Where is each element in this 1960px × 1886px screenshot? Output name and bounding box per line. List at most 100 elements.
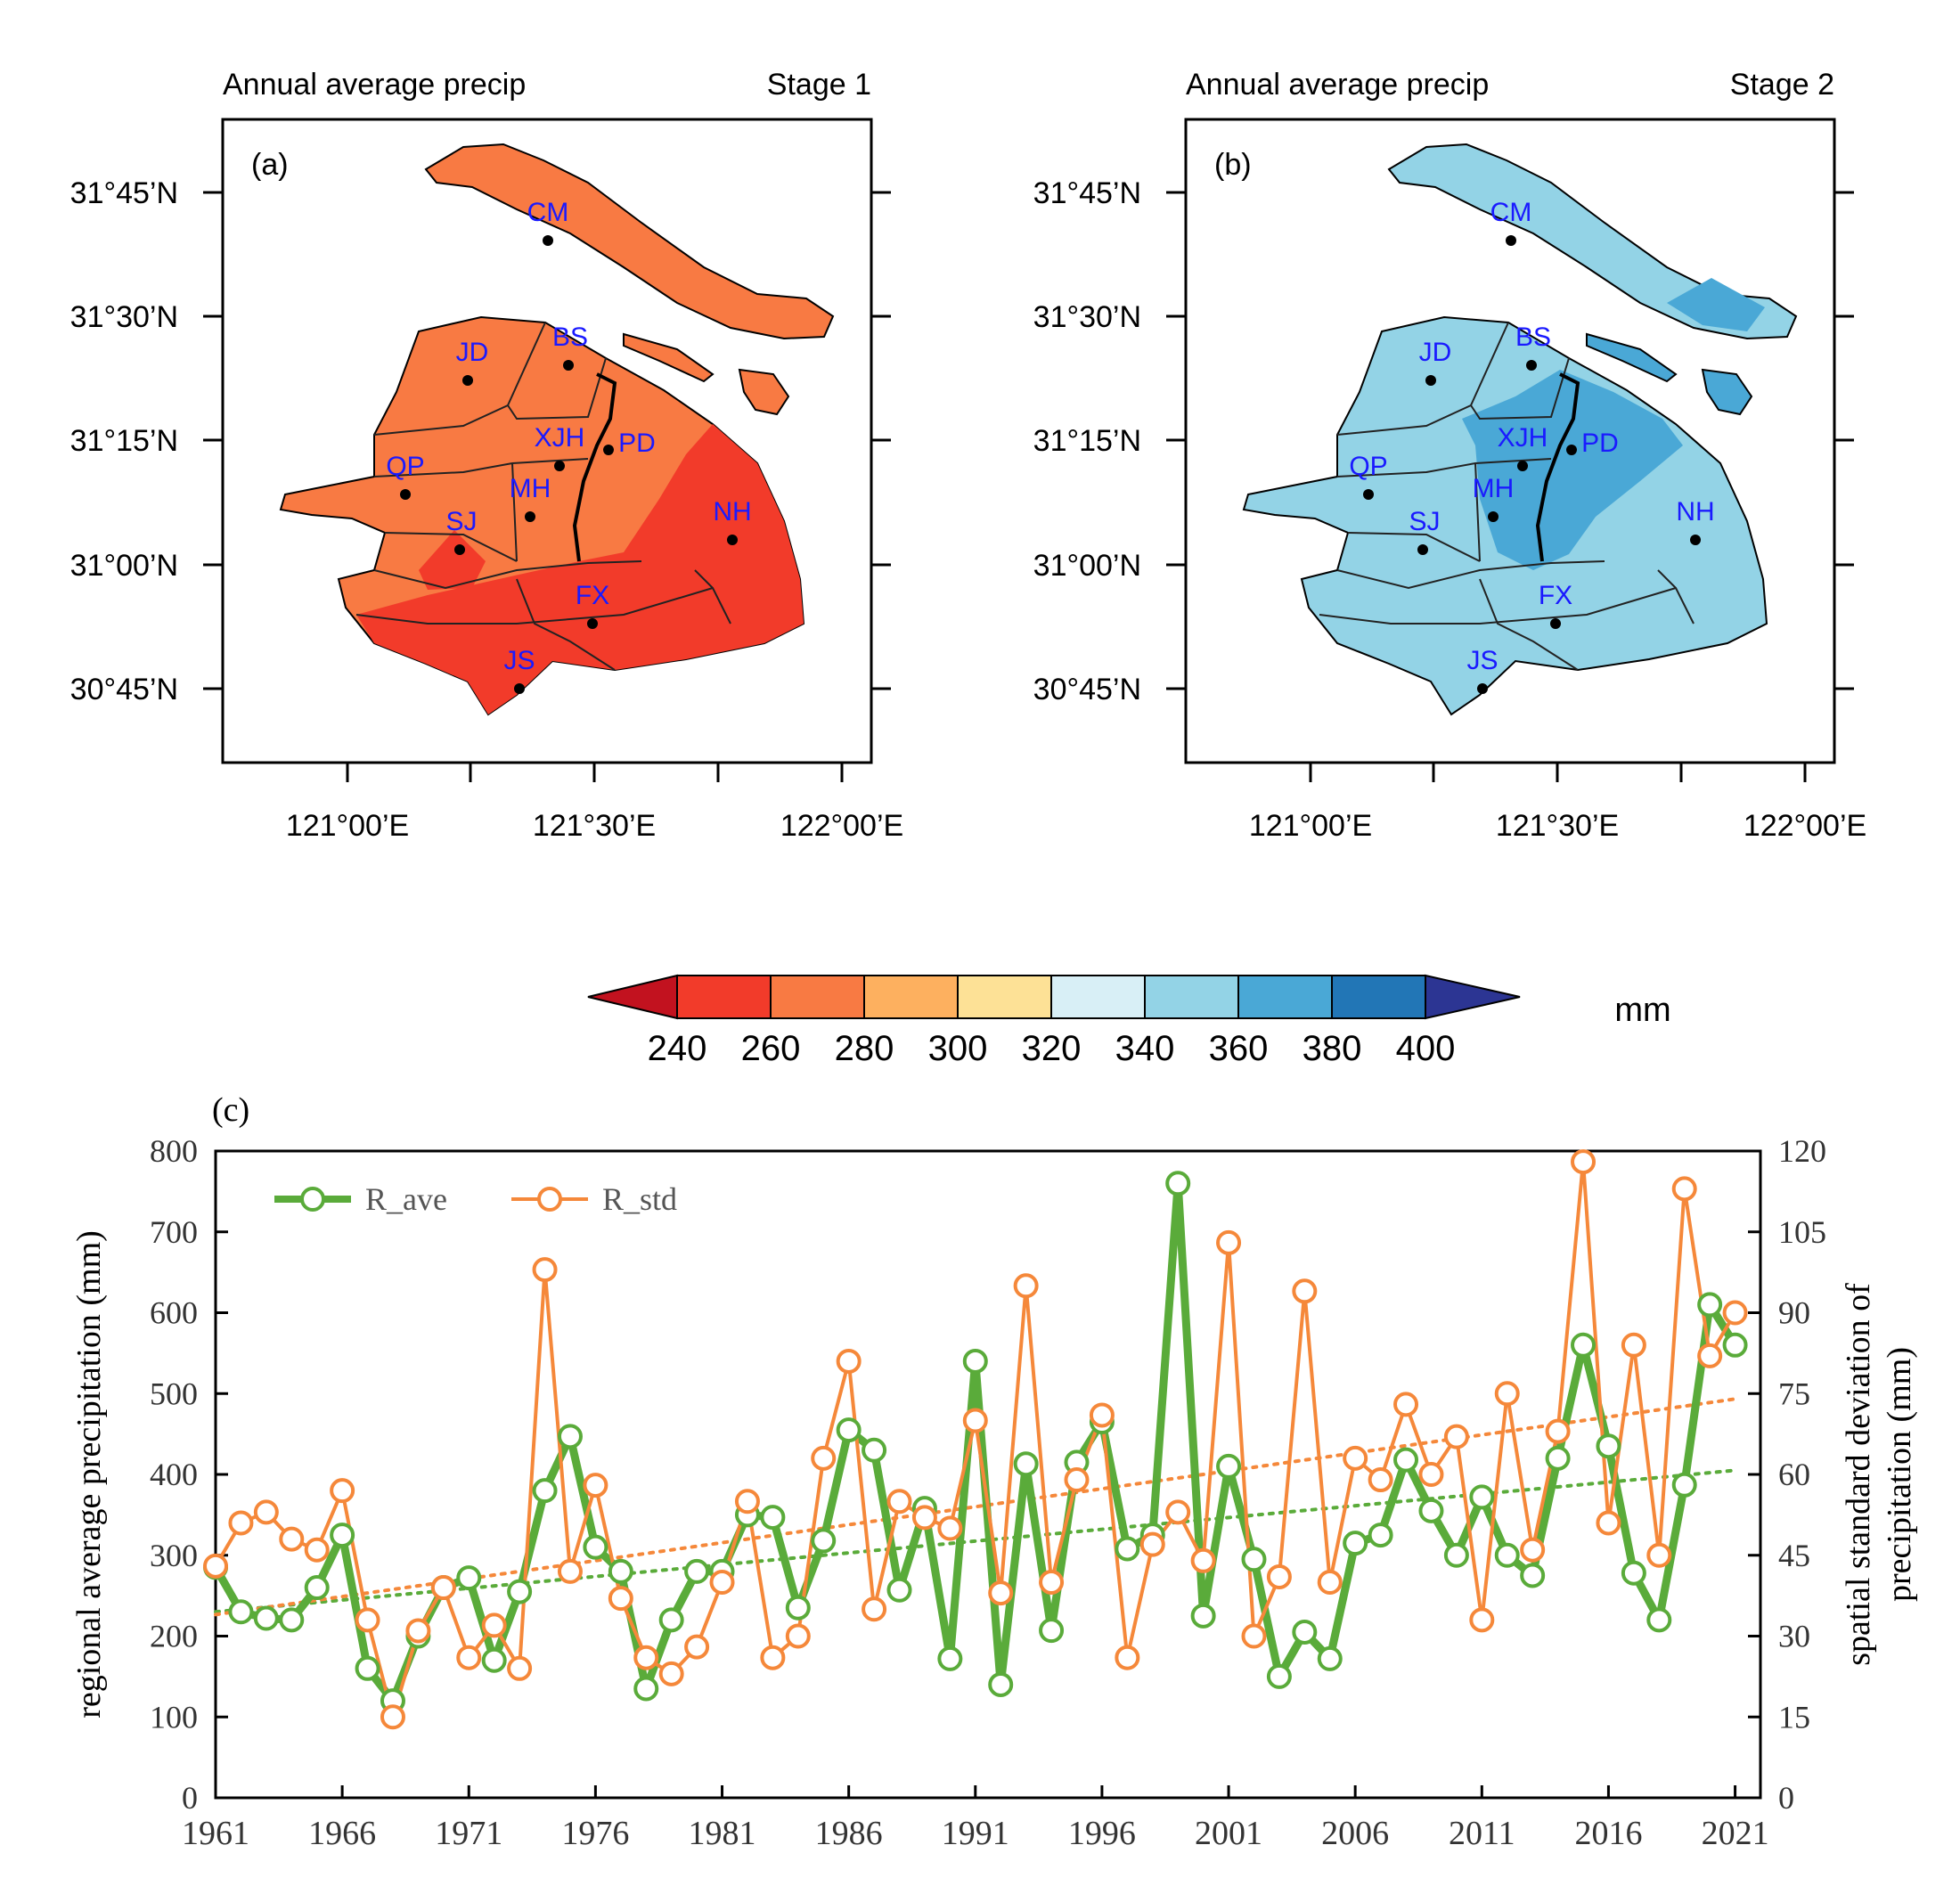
point-r-std xyxy=(253,1499,279,1525)
station-dot xyxy=(1550,618,1561,629)
station-label: SJ xyxy=(445,507,477,536)
point-r-std xyxy=(1393,1392,1419,1417)
point-r-std xyxy=(1139,1531,1165,1557)
point-r-ave xyxy=(1241,1547,1267,1572)
island-chongming xyxy=(424,143,835,340)
point-r-ave xyxy=(1292,1619,1318,1645)
point-r-ave xyxy=(1115,1536,1140,1562)
station-dot xyxy=(454,544,465,555)
x-tick-label: 2006 xyxy=(1321,1815,1389,1852)
x-tick-label: 2001 xyxy=(1195,1815,1262,1852)
point-r-std xyxy=(1216,1229,1242,1255)
point-r-std xyxy=(532,1257,558,1283)
point-r-ave xyxy=(456,1565,482,1591)
station-label: XJH xyxy=(1498,423,1548,453)
colorbar-bin xyxy=(957,975,1052,1019)
station-dot xyxy=(603,445,614,455)
station-label: JD xyxy=(1419,338,1452,367)
point-r-std xyxy=(1064,1467,1090,1493)
point-r-std xyxy=(1317,1570,1343,1595)
y-left-tick-label: 0 xyxy=(182,1780,198,1816)
station-dot xyxy=(1526,360,1537,371)
y-left-tick-label: 300 xyxy=(150,1538,198,1573)
point-r-ave xyxy=(608,1558,633,1584)
point-r-std xyxy=(1368,1467,1393,1493)
station-dot xyxy=(400,489,411,500)
point-r-std xyxy=(911,1505,937,1531)
station-label: CM xyxy=(1490,198,1532,227)
point-r-ave xyxy=(1266,1663,1292,1689)
y-right-tick-label: 0 xyxy=(1778,1780,1794,1816)
island-small-1 xyxy=(1586,332,1678,383)
station-dot xyxy=(543,235,553,246)
station-dot xyxy=(1425,375,1436,386)
station-label: BS xyxy=(1515,322,1551,352)
map-b-lat-tick: 31°30’N xyxy=(1033,300,1141,334)
point-r-ave xyxy=(1216,1453,1242,1479)
station-dot xyxy=(727,535,738,545)
point-r-std xyxy=(886,1489,912,1515)
colorbar-tick: 360 xyxy=(1209,1029,1269,1068)
point-r-ave xyxy=(785,1595,811,1621)
point-r-std xyxy=(583,1473,608,1498)
point-r-ave xyxy=(962,1348,988,1374)
map-a-lat-tick: 31°00’N xyxy=(70,549,178,583)
map-b-stage: Stage 2 xyxy=(1730,68,1834,102)
point-r-std xyxy=(330,1478,355,1504)
map-a-lat-tick: 31°30’N xyxy=(70,300,178,334)
point-r-ave xyxy=(279,1607,305,1633)
point-r-ave xyxy=(330,1523,355,1548)
x-tick-label: 1986 xyxy=(815,1815,883,1852)
x-tick-label: 1966 xyxy=(308,1815,376,1852)
chart-series xyxy=(203,1149,1748,1730)
y-left-tick-label: 500 xyxy=(150,1376,198,1411)
point-r-std xyxy=(1722,1300,1748,1326)
station-label: MH xyxy=(1473,474,1515,503)
colorbar-unit: mm xyxy=(1614,992,1670,1029)
map-b-lon-tick: 121°30’E xyxy=(1496,809,1619,843)
colorbar-high-arrow xyxy=(1425,974,1521,1020)
point-r-std xyxy=(937,1515,963,1541)
colorbar-tick: 280 xyxy=(835,1029,894,1068)
point-r-std xyxy=(1646,1542,1672,1568)
chart-ylabel-right-line1: spatial standard deviation of xyxy=(1840,1283,1877,1666)
legend-marker-r-std xyxy=(537,1187,562,1212)
map-a-title: Annual average precip xyxy=(223,68,526,102)
map-a-lon-tick: 121°30’E xyxy=(533,809,656,843)
station-label: SJ xyxy=(1409,507,1440,536)
point-r-ave xyxy=(583,1534,608,1560)
y-right-tick-label: 60 xyxy=(1778,1457,1810,1492)
point-r-ave xyxy=(507,1579,533,1604)
y-right-tick-label: 75 xyxy=(1778,1376,1810,1411)
point-r-std xyxy=(507,1655,533,1681)
point-r-ave xyxy=(1368,1523,1393,1548)
point-r-std xyxy=(709,1570,735,1595)
colorbar-tick: 320 xyxy=(1022,1029,1082,1068)
station-dot xyxy=(587,618,598,629)
map-b-lat-tick: 30°45’N xyxy=(1033,673,1141,706)
point-r-std xyxy=(734,1489,760,1515)
station-label: JS xyxy=(1466,646,1498,675)
point-r-ave xyxy=(1190,1603,1216,1629)
station-label: XJH xyxy=(535,423,585,453)
y-left-tick-label: 700 xyxy=(150,1214,198,1250)
point-r-ave xyxy=(1621,1560,1646,1586)
point-r-std xyxy=(380,1704,405,1730)
station-dot xyxy=(1477,683,1488,694)
point-r-std xyxy=(557,1558,583,1584)
colorbar-bin xyxy=(1144,975,1239,1019)
point-r-ave xyxy=(1671,1472,1697,1498)
map-b-stations: CM JD BS XJH PD QP MH SJ NH FX JS xyxy=(1349,198,1715,694)
station-label: FX xyxy=(576,581,609,610)
point-r-ave xyxy=(1596,1433,1621,1459)
point-r-std xyxy=(684,1634,710,1660)
colorbar-tick-labels: 240 260 280 300 320 340 360 380 400 xyxy=(648,1029,1456,1068)
point-r-std xyxy=(1190,1547,1216,1573)
colorbar-bins xyxy=(676,975,1426,1019)
series-line-r-ave xyxy=(212,1179,1739,1705)
point-r-ave xyxy=(1343,1531,1368,1556)
colorbar-bin xyxy=(1237,975,1333,1019)
point-r-std xyxy=(203,1553,228,1579)
colorbar-bin xyxy=(676,975,772,1019)
